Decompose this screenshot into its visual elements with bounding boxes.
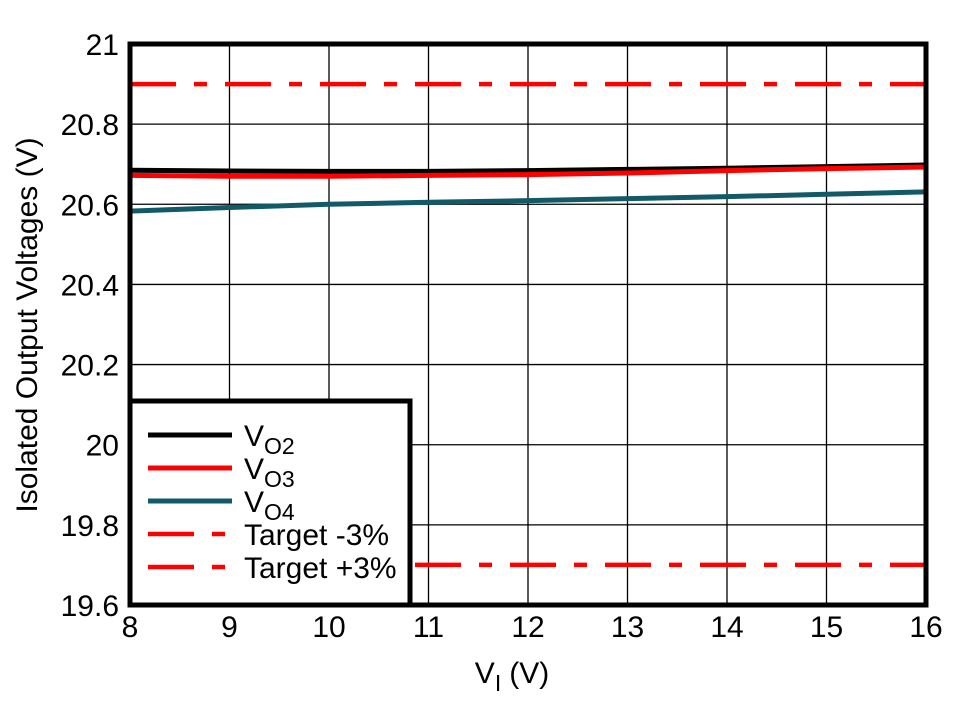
legend-label-subscript: O2 [264, 433, 295, 459]
y-axis-label: Isolated Output Voltages (V) [11, 137, 44, 512]
legend-label-subscript: O4 [264, 499, 295, 525]
legend-label-vo3: VO3 [244, 453, 295, 492]
y-tick-label-20.6: 20.6 [61, 189, 119, 222]
y-tick-label-20: 20 [86, 430, 119, 463]
legend-label-vo4: VO4 [244, 486, 295, 525]
y-tick-label-19.8: 19.8 [61, 510, 119, 543]
x-tick-label-14: 14 [710, 611, 743, 644]
plot-frame [127, 41, 929, 608]
x-tick-label-13: 13 [611, 611, 644, 644]
x-tick-label-9: 9 [221, 611, 238, 644]
y-tick-labels: 19.6 19.8 20 20.2 20.4 20.6 20.8 21 [61, 29, 119, 623]
legend-label-subscript: O3 [264, 466, 295, 492]
legend-label-main: Target -3% [244, 519, 389, 552]
y-tick-label-20.4: 20.4 [61, 269, 119, 302]
legend-label-target-3: Target +3% [244, 552, 397, 585]
legend-label-vo2: VO2 [244, 420, 295, 459]
x-axis-label-subscript: I [495, 670, 501, 696]
x-tick-label-15: 15 [810, 611, 843, 644]
x-axis-label-unit: (V) [509, 657, 549, 690]
x-axis-label-main: V [475, 657, 495, 690]
y-tick-label-21: 21 [86, 29, 119, 62]
legend-label-main: V [244, 486, 264, 519]
legend-label-main: V [244, 420, 264, 453]
legend-label-main: Target +3% [244, 552, 397, 585]
x-tick-label-10: 10 [312, 611, 345, 644]
series-vo4-line [129, 189, 927, 214]
x-tick-label-16: 16 [909, 611, 942, 644]
x-axis-label: VI (V) [475, 657, 549, 696]
x-tick-label-8: 8 [122, 611, 139, 644]
x-tick-label-12: 12 [511, 611, 544, 644]
series-vo3-line [129, 164, 927, 179]
y-tick-label-20.8: 20.8 [61, 109, 119, 142]
x-tick-label-11: 11 [413, 611, 444, 644]
y-tick-label-20.2: 20.2 [61, 350, 119, 383]
legend-label-target-3: Target -3% [244, 519, 389, 552]
legend-label-main: V [244, 453, 264, 486]
y-tick-label-19.6: 19.6 [61, 590, 119, 623]
x-tick-labels: 8 9 10 11 12 13 14 15 16 [122, 611, 943, 644]
